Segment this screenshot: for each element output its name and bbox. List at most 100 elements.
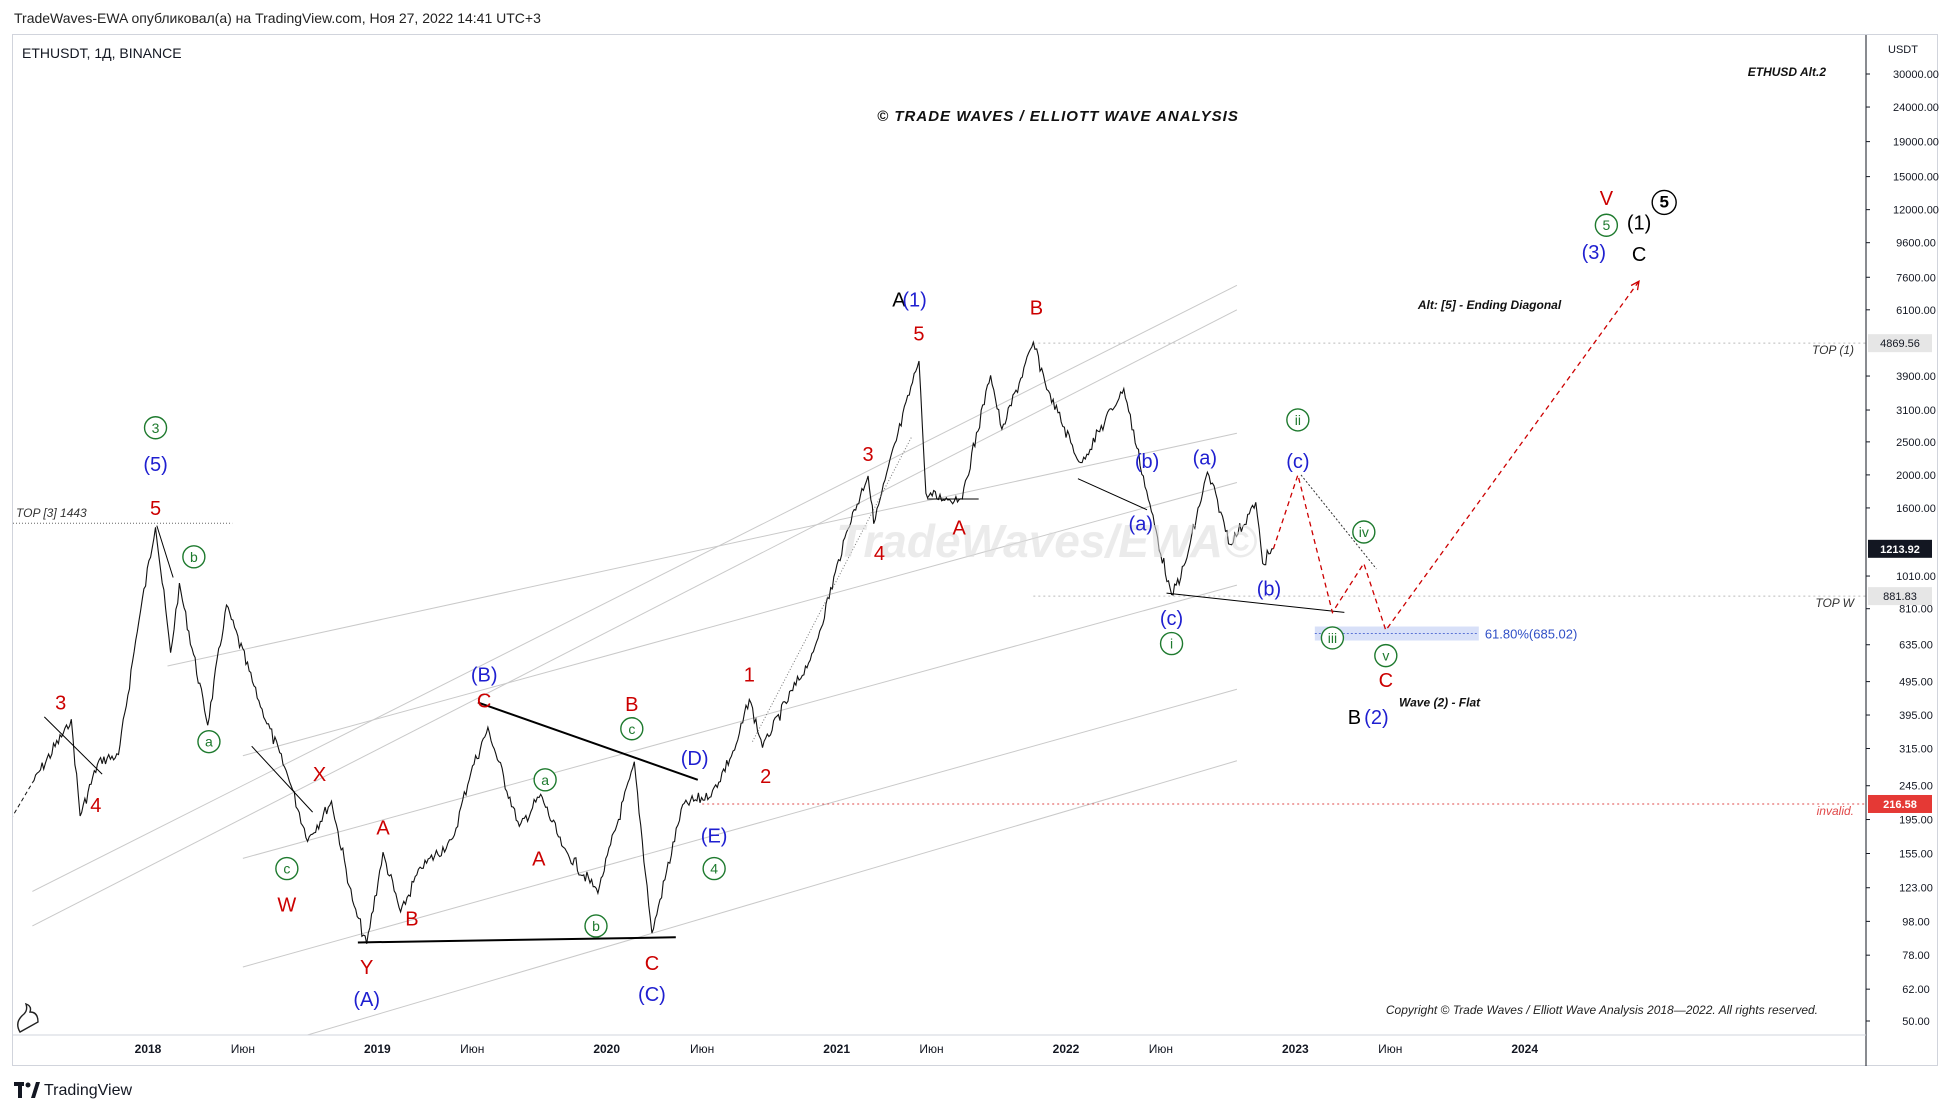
channel-line (32, 309, 1238, 927)
y-tick-label: 24000.00 (1893, 102, 1939, 114)
y-tick-label: 98.00 (1902, 916, 1930, 928)
wave-label: (a) (1193, 447, 1217, 469)
diagonal-upper-line (1300, 474, 1377, 570)
y-tick-label: 50.00 (1902, 1016, 1930, 1028)
wave-label: B (625, 694, 638, 716)
publish-header: TradeWaves-EWA опубликовал(а) на Trading… (0, 0, 1946, 38)
wave-label: B (1030, 297, 1043, 319)
x-tick-label: 2022 (1053, 1042, 1080, 1056)
symbol-label: ETHUSDT, 1Д, BINANCE (22, 45, 182, 61)
y-tick-label: 395.00 (1899, 710, 1933, 722)
wave-label: A (892, 289, 906, 311)
invalid-price-label: 216.58 (1883, 799, 1917, 811)
x-tick-label: 2020 (593, 1042, 620, 1056)
x-tick-label: 2021 (823, 1042, 850, 1056)
wave-label: 4 (710, 861, 718, 877)
chart-title: © TRADE WAVES / ELLIOTT WAVE ANALYSIS (877, 108, 1239, 125)
wave-label-circle (1651, 189, 1677, 216)
wave-label: a (205, 734, 213, 750)
wave-label: A (532, 848, 546, 870)
triangle-upper-line (477, 701, 699, 781)
copyright-text: Copyright © Trade Waves / Elliott Wave A… (1386, 1003, 1818, 1017)
y-tick-label: 9600.00 (1896, 238, 1936, 250)
wave-label: 5 (1659, 192, 1668, 211)
channel-line (242, 688, 1238, 968)
level-price-label: 4869.56 (1880, 338, 1920, 350)
wave-label-circle (1374, 643, 1398, 668)
wave-label: (2) (1364, 707, 1388, 729)
fib-label: 61.80%(685.02) (1485, 627, 1578, 642)
current-price-tag (1868, 539, 1932, 558)
wave-5-tip-line (156, 525, 174, 578)
wave-label: (c) (1286, 451, 1309, 473)
y-tick-label: 2000.00 (1896, 470, 1936, 482)
plot-area[interactable] (13, 35, 1866, 1035)
wave-label-circle (620, 717, 644, 741)
wave-label: B (405, 908, 418, 930)
wave-label: a (541, 772, 549, 788)
wave-label: B (1348, 707, 1361, 729)
top_w-label: TOP W (1815, 596, 1855, 610)
x-tick-label: 2019 (364, 1042, 391, 1056)
wave-label-circle (533, 768, 557, 792)
tradingview-brand: TradingView (44, 1082, 133, 1099)
wave-label: (E) (701, 826, 728, 848)
tv-footer: TradingView (0, 1074, 600, 1104)
invalid-label: invalid. (1817, 804, 1854, 818)
chart-note: Wave (2) - Flat (1399, 695, 1481, 709)
channel-line (242, 584, 1238, 859)
wave-label-circle (182, 545, 206, 569)
y-tick-label: 62.00 (1902, 984, 1930, 996)
wave-label: (B) (471, 664, 498, 686)
y-tick-label: 1010.00 (1896, 571, 1936, 583)
wave-label: 4 (874, 543, 885, 565)
top_3-label: TOP [3] 1443 (16, 506, 87, 520)
wave-label: 3 (152, 420, 160, 436)
y-tick-label: 2500.00 (1896, 437, 1936, 449)
wave-label-circle (584, 914, 608, 938)
channel-line (305, 760, 1238, 1035)
b-wave-line (1077, 478, 1148, 511)
current-price-label: 1213.92 (1880, 544, 1920, 556)
wave-3-4-line (43, 716, 103, 775)
tv-dino-icon (17, 1002, 39, 1033)
tradingview-logo-icon[interactable] (14, 1082, 40, 1098)
leadin-line (13, 782, 33, 817)
wave-label-circle (1320, 626, 1345, 650)
wave-label: 4 (90, 795, 101, 817)
impulse-channel-line (752, 435, 913, 742)
wave-label: C (1379, 670, 1393, 692)
y-tick-label: 245.00 (1899, 781, 1933, 793)
price-series-line[interactable] (31, 340, 1274, 944)
x-tick-label: Июн (919, 1042, 943, 1056)
wave-label: A (376, 817, 390, 839)
wave-label-circle (1286, 408, 1310, 432)
channel-line (167, 432, 1238, 667)
top_1-label: TOP (1) (1812, 343, 1854, 357)
y-tick-label: 3100.00 (1896, 405, 1936, 417)
wave-label: 1 (744, 664, 755, 686)
wave-label: c (628, 721, 635, 737)
x-tick-label: 2018 (135, 1042, 162, 1056)
wave-label: (D) (681, 748, 709, 770)
projection-path[interactable] (1272, 280, 1640, 632)
wave-label-circle (143, 416, 168, 440)
wave-label: V (1600, 188, 1614, 210)
wave-label: i (1170, 636, 1173, 652)
y-tick-label: 6100.00 (1896, 305, 1936, 317)
level-price-tag (1868, 587, 1932, 606)
x-tick-label: 2023 (1282, 1042, 1309, 1056)
y-tick-label: 78.00 (1902, 950, 1930, 962)
wave-label: (3) (1582, 242, 1606, 264)
invalid-price-tag (1868, 794, 1932, 813)
c-wave-base-line (1166, 592, 1345, 613)
wave-label: (b) (1135, 451, 1159, 473)
triangle-lower-line (357, 936, 676, 944)
wave-label: 3 (863, 444, 874, 466)
channel-line (242, 482, 1238, 757)
wave-label-circle (1352, 520, 1376, 544)
wave-label: 5 (913, 323, 924, 345)
wave-label: A (953, 518, 967, 540)
y-tick-label: 195.00 (1899, 815, 1933, 827)
